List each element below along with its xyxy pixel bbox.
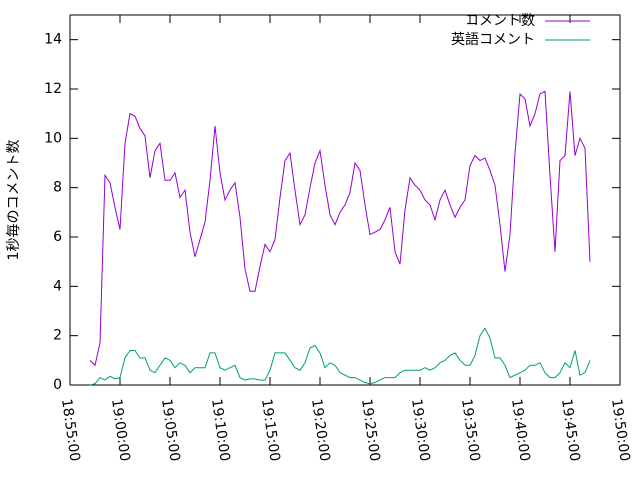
- x-tick-label: 18:55:00: [58, 398, 83, 463]
- series-line: [89, 327, 591, 386]
- x-tick-label: 19:15:00: [258, 398, 283, 463]
- legend-label: 英語コメント: [451, 31, 535, 48]
- x-tick-label: 19:05:00: [158, 398, 183, 463]
- legend-label: コメント数: [465, 13, 535, 29]
- x-tick-label: 19:40:00: [508, 398, 533, 463]
- plot-border: [69, 14, 621, 386]
- y-tick-label: 10: [44, 130, 62, 146]
- x-tick-label: 19:45:00: [558, 398, 583, 463]
- y-tick-label: 2: [53, 328, 62, 344]
- x-tick-label: 19:00:00: [108, 398, 133, 463]
- x-tick-label: 19:10:00: [208, 398, 233, 463]
- y-tick-label: 12: [44, 81, 62, 97]
- y-tick-label: 4: [53, 278, 62, 294]
- y-tick-label: 0: [53, 377, 62, 393]
- x-tick-label: 19:35:00: [458, 398, 483, 463]
- x-tick-label: 19:25:00: [358, 398, 383, 463]
- x-tick-label: 19:20:00: [308, 398, 333, 463]
- x-tick-label: 19:30:00: [408, 398, 433, 463]
- y-tick-label: 8: [53, 180, 62, 196]
- y-tick-label: 6: [53, 229, 62, 245]
- series-line: [89, 90, 591, 367]
- x-tick-label: 19:50:00: [608, 398, 633, 463]
- y-tick-label: 14: [44, 32, 62, 48]
- y-axis-label: 1秒毎のコメント数: [6, 140, 22, 261]
